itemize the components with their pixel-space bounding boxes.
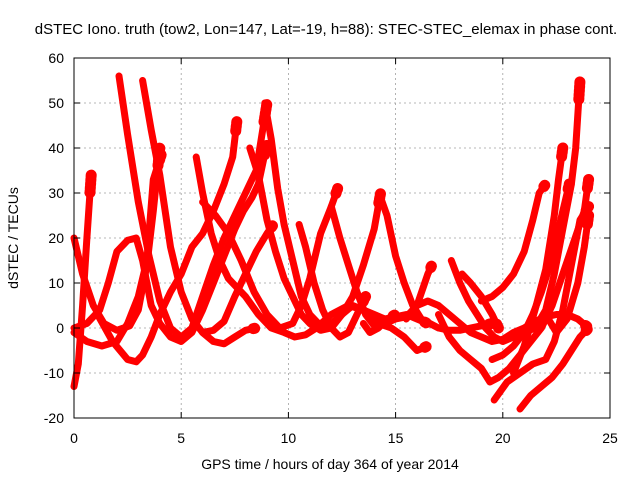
series-arc-4 — [70, 149, 166, 350]
series-arc-24 — [510, 144, 567, 377]
series-arc-8 — [192, 153, 432, 354]
series-arc-3 — [70, 140, 271, 345]
series-arc-6 — [115, 72, 271, 341]
x-axis-label: GPS time / hours of day 364 of year 2014 — [201, 456, 459, 472]
series-arc-18-tip — [581, 174, 595, 194]
x-tick-label: 5 — [177, 430, 185, 446]
y-tick-label: -10 — [44, 365, 64, 381]
y-tick-label: 50 — [48, 95, 64, 111]
y-tick-labels: -20 -10 0 10 20 30 40 50 60 — [44, 50, 64, 426]
series-arc-9 — [199, 324, 260, 348]
series-arc-5-tip — [230, 115, 243, 137]
y-tick-label: 20 — [48, 230, 64, 246]
series-arc-5 — [94, 117, 241, 366]
y-tick-label: 60 — [48, 50, 64, 66]
series-arc-11 — [246, 144, 385, 334]
series-arc-10 — [199, 185, 342, 332]
series-arc-16-tip — [387, 309, 402, 322]
series-arc-19-tip — [573, 75, 586, 105]
chart-title: dSTEC Iono. truth (tow2, Lon=147, Lat=-1… — [35, 21, 617, 38]
series-arc-22 — [490, 203, 593, 404]
series-arc-8-tip — [419, 340, 434, 353]
y-tick-label: 0 — [56, 320, 64, 336]
series-arc-24-tip — [556, 142, 569, 163]
x-tick-label: 10 — [281, 430, 297, 446]
series-arc-1-tip — [84, 169, 97, 199]
axis-ticks — [73, 57, 611, 419]
series-arc-14-tip — [425, 259, 438, 273]
series-arc-26-tip — [581, 210, 595, 230]
series-arc-20-tip — [491, 318, 504, 334]
series-arc-23 — [477, 180, 550, 305]
x-tick-label: 15 — [388, 430, 404, 446]
series-arc-1 — [70, 171, 95, 390]
x-tick-label: 20 — [495, 430, 511, 446]
x-tick-label: 0 — [70, 430, 78, 446]
series-arc-10-tip — [330, 183, 344, 199]
series-arc-25-tip — [580, 322, 595, 336]
data-series — [70, 72, 595, 413]
series-arc-26 — [542, 212, 593, 336]
series-arc-13 — [295, 221, 370, 341]
y-tick-label: 40 — [48, 140, 64, 156]
y-axis-label: dSTEC / TECUs — [5, 187, 21, 289]
series-arc-20 — [458, 270, 502, 332]
y-tick-label: 10 — [48, 275, 64, 291]
series-arc-9-tip — [247, 322, 262, 335]
y-tick-label: -20 — [44, 410, 64, 426]
x-tick-label: 25 — [602, 430, 618, 446]
series-arc-21-tip — [562, 178, 575, 195]
series-arc-22-tip — [580, 201, 595, 216]
series-arc-3-tip — [259, 138, 273, 161]
series-arc-25 — [516, 324, 593, 413]
series-arc-23-tip — [538, 178, 552, 192]
series-arc-7 — [139, 77, 277, 336]
x-tick-labels: 0 5 10 15 20 25 — [70, 430, 618, 446]
y-tick-label: 30 — [48, 185, 64, 201]
